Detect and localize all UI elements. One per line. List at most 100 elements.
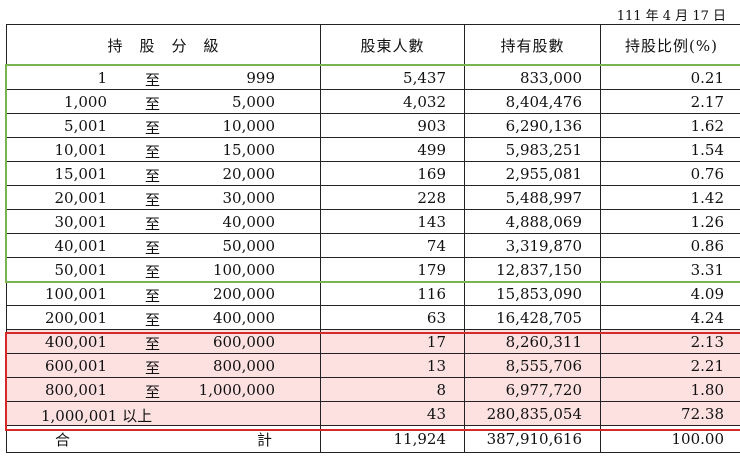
range-to: 至 <box>145 311 161 329</box>
percentage-cell: 1.26 <box>600 209 740 234</box>
range-upper: 40,000 <box>222 213 276 231</box>
percentage-cell: 4.24 <box>600 305 740 330</box>
percentage-cell: 1.62 <box>600 113 740 138</box>
shares-cell: 6,977,720 <box>464 377 601 402</box>
header-row: 持 股 分 級 股東人數 持有股數 持股比例(%) <box>6 24 740 66</box>
percentage-cell: 2.21 <box>600 353 740 378</box>
range-lower: 5,001 <box>64 117 107 135</box>
range-upper: 100,000 <box>212 261 275 279</box>
range-to: 至 <box>145 263 161 281</box>
total-label-left: 合 <box>55 431 71 449</box>
table-row: 30,001 至 40,000 143 4,888,069 1.26 <box>6 209 740 234</box>
range-upper: 600,000 <box>212 333 275 351</box>
range-upper: 5,000 <box>232 93 275 111</box>
range-to: 至 <box>145 167 161 185</box>
table-row: 100,001 至 200,000 116 15,853,090 4.09 <box>6 281 740 306</box>
percentage-cell: 2.13 <box>600 329 740 354</box>
header-shares: 持有股數 <box>464 24 601 66</box>
range-lower: 50,001 <box>54 261 108 279</box>
range-upper: 15,000 <box>222 141 276 159</box>
percentage-cell: 2.17 <box>600 89 740 114</box>
percentage-cell: 1.80 <box>600 377 740 402</box>
table-row: 400,001 至 600,000 17 8,260,311 2.13 <box>6 329 740 354</box>
range-lower: 1,000 <box>64 93 107 111</box>
range-cell: 600,001 至 800,000 <box>6 353 321 378</box>
holders-cell: 17 <box>320 329 465 354</box>
range-upper: 200,000 <box>212 285 275 303</box>
range-to: 至 <box>145 287 161 305</box>
table-row: 15,001 至 20,000 169 2,955,081 0.76 <box>6 161 740 186</box>
shareholding-table-container: 持 股 分 級 股東人數 持有股數 持股比例(%) 1 至 999 5,437 833,… <box>6 24 740 453</box>
table-row: 1 至 999 5,437 833,000 0.21 <box>6 65 740 90</box>
table-row: 10,001 至 15,000 499 5,983,251 1.54 <box>6 137 740 162</box>
range-cell: 50,001 至 100,000 <box>6 257 321 282</box>
range-to: 至 <box>145 335 161 353</box>
shares-cell: 5,983,251 <box>464 137 601 162</box>
holders-cell: 8 <box>320 377 465 402</box>
shares-cell: 16,428,705 <box>464 305 601 330</box>
percentage-cell: 0.76 <box>600 161 740 186</box>
total-label-cell: 合計 <box>6 425 321 453</box>
percentage-cell: 72.38 <box>600 401 740 426</box>
table-row: 200,001 至 400,000 63 16,428,705 4.24 <box>6 305 740 330</box>
range-cell: 100,001 至 200,000 <box>6 281 321 306</box>
range-upper: 1,000,000 <box>198 381 275 399</box>
holders-cell: 116 <box>320 281 465 306</box>
range-upper: 30,000 <box>222 189 276 207</box>
range-lower: 200,001 <box>44 309 107 327</box>
range-to: 至 <box>145 191 161 209</box>
total-row: 合計 11,924 387,910,616 100.00 <box>6 425 740 453</box>
range-cell: 1,000 至 5,000 <box>6 89 321 114</box>
shares-cell: 4,888,069 <box>464 209 601 234</box>
shares-cell: 5,488,997 <box>464 185 601 210</box>
range-cell: 15,001 至 20,000 <box>6 161 321 186</box>
range-lower: 15,001 <box>54 165 108 183</box>
range-upper: 999 <box>246 69 275 87</box>
range-cell: 40,001 至 50,000 <box>6 233 321 258</box>
range-to: 至 <box>145 95 161 113</box>
table-row: 5,001 至 10,000 903 6,290,136 1.62 <box>6 113 740 138</box>
holders-cell: 179 <box>320 257 465 282</box>
holders-cell: 74 <box>320 233 465 258</box>
range-cell: 30,001 至 40,000 <box>6 209 321 234</box>
range-cell: 5,001 至 10,000 <box>6 113 321 138</box>
holders-cell: 143 <box>320 209 465 234</box>
holders-cell: 5,437 <box>320 65 465 90</box>
header-range: 持 股 分 級 <box>6 24 321 66</box>
range-upper: 400,000 <box>212 309 275 327</box>
table-row: 40,001 至 50,000 74 3,319,870 0.86 <box>6 233 740 258</box>
shares-cell: 8,260,311 <box>464 329 601 354</box>
range-to: 至 <box>145 71 161 89</box>
range-cell: 20,001 至 30,000 <box>6 185 321 210</box>
range-lower: 400,001 <box>44 333 107 351</box>
range-upper: 50,000 <box>222 237 276 255</box>
range-to: 至 <box>145 215 161 233</box>
shares-cell: 8,404,476 <box>464 89 601 114</box>
percentage-cell: 1.54 <box>600 137 740 162</box>
holders-cell: 4,032 <box>320 89 465 114</box>
holders-cell: 228 <box>320 185 465 210</box>
table-row: 20,001 至 30,000 228 5,488,997 1.42 <box>6 185 740 210</box>
percentage-cell: 1.42 <box>600 185 740 210</box>
range-cell: 200,001 至 400,000 <box>6 305 321 330</box>
shares-cell: 2,955,081 <box>464 161 601 186</box>
total-percentage-cell: 100.00 <box>600 425 740 453</box>
holders-cell: 13 <box>320 353 465 378</box>
range-cell: 10,001 至 15,000 <box>6 137 321 162</box>
percentage-cell: 3.31 <box>600 257 740 282</box>
range-lower: 30,001 <box>54 213 108 231</box>
range-to: 至 <box>145 119 161 137</box>
shares-cell: 8,555,706 <box>464 353 601 378</box>
range-cell: 400,001 至 600,000 <box>6 329 321 354</box>
shares-cell: 15,853,090 <box>464 281 601 306</box>
holders-cell: 499 <box>320 137 465 162</box>
holders-cell: 903 <box>320 113 465 138</box>
total-shares-cell: 387,910,616 <box>464 425 601 453</box>
total-holders-cell: 11,924 <box>320 425 465 453</box>
header-percentage: 持股比例(%) <box>600 24 740 66</box>
range-open-ended: 1,000,001 以上 <box>41 407 153 425</box>
holders-cell: 169 <box>320 161 465 186</box>
table-row: 1,000,001 以上 43 280,835,054 72.38 <box>6 401 740 426</box>
range-to: 至 <box>145 143 161 161</box>
shares-cell: 6,290,136 <box>464 113 601 138</box>
